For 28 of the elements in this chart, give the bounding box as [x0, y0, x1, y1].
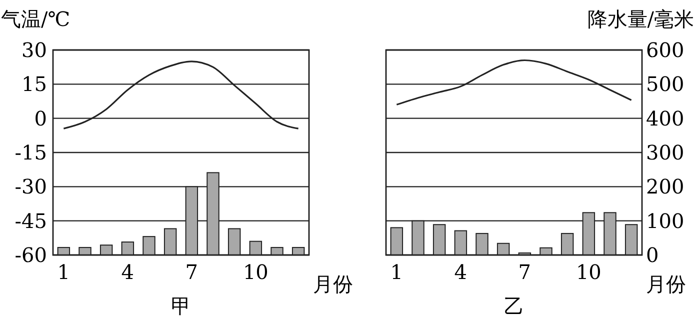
y2-tick-label: 300 — [646, 140, 684, 164]
y-tick-label: -45 — [14, 208, 47, 233]
y-tick-label: -60 — [14, 243, 47, 267]
y2-axis-title: 降水量/毫米 — [587, 7, 694, 31]
y2-tick-label: 0 — [646, 243, 659, 267]
y2-tick-label: 600 — [646, 38, 684, 62]
x-tick-label: 1 — [390, 260, 404, 284]
x-tick-label: 1 — [57, 260, 70, 284]
y2-tick-label: 400 — [646, 106, 684, 130]
x-tick-label: 7 — [518, 260, 532, 284]
x-tick-label: 10 — [242, 260, 268, 284]
x-tick-label: 7 — [185, 260, 198, 284]
x-tick-label: 4 — [454, 260, 468, 284]
y-tick-label: 15 — [22, 72, 47, 96]
y2-tick-label: 200 — [646, 174, 684, 199]
x-axis-title: 月份 — [313, 272, 353, 296]
y-tick-label: -30 — [14, 174, 47, 199]
x-axis-title: 月份 — [646, 272, 686, 296]
y-tick-label: 0 — [34, 106, 47, 130]
text: 甲 — [171, 294, 191, 318]
y2-tick-label: 100 — [646, 208, 684, 233]
x-tick-label: 4 — [121, 260, 134, 284]
text: 乙 — [504, 294, 524, 318]
y-tick-label: 30 — [22, 38, 47, 62]
y2-tick-label: 500 — [646, 72, 684, 96]
x-tick-label: 10 — [576, 260, 602, 284]
y-axis-title: 气温/℃ — [1, 7, 70, 31]
y-tick-label: -15 — [14, 140, 47, 164]
